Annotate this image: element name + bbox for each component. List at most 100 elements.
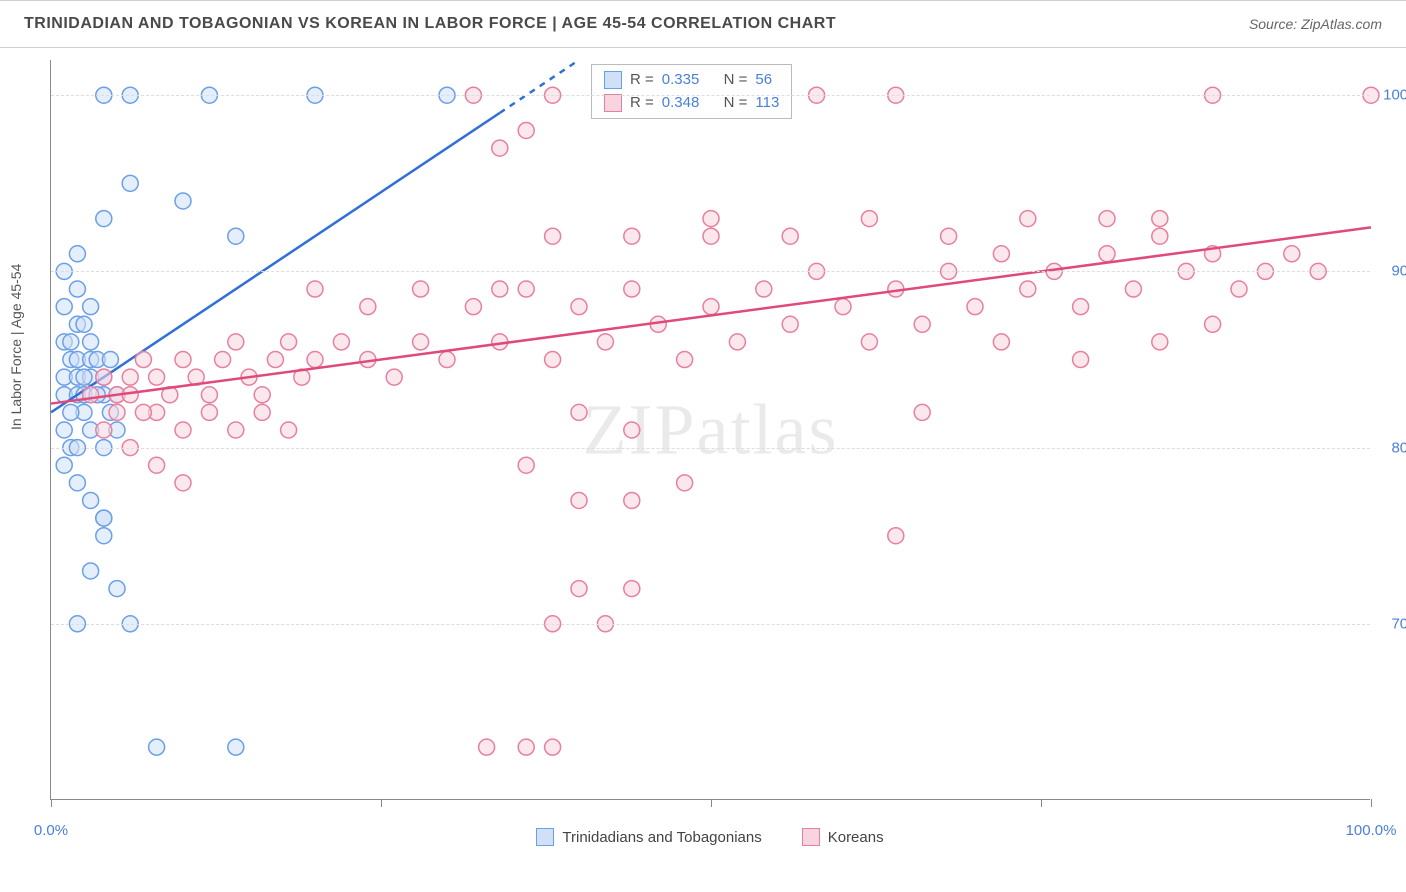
scatter-point <box>215 352 231 368</box>
scatter-point <box>1020 211 1036 227</box>
legend-item-1: Trinidadians and Tobagonians <box>536 828 761 846</box>
scatter-point <box>175 422 191 438</box>
source-label: Source: ZipAtlas.com <box>1249 16 1382 32</box>
scatter-point <box>96 211 112 227</box>
scatter-point <box>941 228 957 244</box>
legend-label-1: Trinidadians and Tobagonians <box>562 829 761 846</box>
scatter-point <box>571 404 587 420</box>
scatter-point <box>518 281 534 297</box>
scatter-point <box>1125 281 1141 297</box>
scatter-point <box>228 228 244 244</box>
scatter-point <box>465 299 481 315</box>
gridline-h <box>51 448 1370 449</box>
scatter-point <box>149 457 165 473</box>
scatter-point <box>333 334 349 350</box>
scatter-point <box>69 281 85 297</box>
scatter-point <box>281 422 297 438</box>
scatter-point <box>1152 228 1168 244</box>
scatter-point <box>63 334 79 350</box>
legend-item-2: Koreans <box>802 828 884 846</box>
scatter-point <box>267 352 283 368</box>
scatter-point <box>861 334 877 350</box>
scatter-point <box>545 739 561 755</box>
scatter-point <box>307 281 323 297</box>
scatter-point <box>1152 334 1168 350</box>
scatter-point <box>861 211 877 227</box>
scatter-point <box>102 352 118 368</box>
scatter-point <box>175 475 191 491</box>
n-label-1: N = <box>724 69 748 92</box>
legend-label-2: Koreans <box>828 829 884 846</box>
scatter-point <box>254 404 270 420</box>
y-tick-label: 100.0% <box>1383 87 1406 104</box>
scatter-point <box>1099 211 1115 227</box>
x-tick <box>381 799 382 807</box>
stats-swatch-1 <box>604 71 622 89</box>
bottom-legend: Trinidadians and Tobagonians Koreans <box>50 828 1370 846</box>
scatter-point <box>83 563 99 579</box>
scatter-point <box>175 352 191 368</box>
scatter-point <box>888 528 904 544</box>
scatter-point <box>1231 281 1247 297</box>
scatter-point <box>135 352 151 368</box>
scatter-point <box>76 316 92 332</box>
scatter-point <box>439 352 455 368</box>
scatter-point <box>228 422 244 438</box>
scatter-point <box>1099 246 1115 262</box>
gridline-h <box>51 624 1370 625</box>
scatter-point <box>122 175 138 191</box>
scatter-point <box>254 387 270 403</box>
scatter-point <box>782 228 798 244</box>
r-label-1: R = <box>630 69 654 92</box>
scatter-point <box>624 422 640 438</box>
scatter-point <box>1205 316 1221 332</box>
scatter-point <box>122 369 138 385</box>
scatter-point <box>109 404 125 420</box>
scatter-point <box>782 316 798 332</box>
scatter-point <box>76 369 92 385</box>
stats-swatch-2 <box>604 94 622 112</box>
scatter-point <box>1152 211 1168 227</box>
r-value-1: 0.335 <box>662 69 700 92</box>
scatter-point <box>83 387 99 403</box>
scatter-point <box>281 334 297 350</box>
scatter-point <box>83 492 99 508</box>
scatter-point <box>756 281 772 297</box>
scatter-point <box>63 404 79 420</box>
scatter-point <box>228 334 244 350</box>
scatter-point <box>492 140 508 156</box>
scatter-point <box>914 316 930 332</box>
scatter-point <box>96 528 112 544</box>
scatter-point <box>703 228 719 244</box>
scatter-point <box>83 299 99 315</box>
x-tick <box>1371 799 1372 807</box>
scatter-point <box>149 739 165 755</box>
legend-swatch-2 <box>802 828 820 846</box>
scatter-point <box>967 299 983 315</box>
y-axis-label: In Labor Force | Age 45-54 <box>8 264 24 430</box>
scatter-point <box>492 281 508 297</box>
scatter-point <box>413 281 429 297</box>
scatter-point <box>677 352 693 368</box>
scatter-point <box>729 334 745 350</box>
scatter-point <box>677 475 693 491</box>
legend-swatch-1 <box>536 828 554 846</box>
trend-line-dashed <box>500 60 579 113</box>
y-tick-label: 80.0% <box>1391 439 1406 456</box>
scatter-svg <box>51 60 1370 799</box>
x-tick <box>51 799 52 807</box>
scatter-point <box>175 193 191 209</box>
stats-box: R = 0.335 N = 56 R = 0.348 N = 113 <box>591 64 792 119</box>
scatter-point <box>413 334 429 350</box>
scatter-point <box>96 369 112 385</box>
scatter-point <box>545 228 561 244</box>
stats-row-1: R = 0.335 N = 56 <box>604 69 779 92</box>
scatter-point <box>624 281 640 297</box>
scatter-point <box>703 211 719 227</box>
scatter-point <box>518 122 534 138</box>
gridline-h <box>51 95 1370 96</box>
scatter-point <box>56 299 72 315</box>
scatter-point <box>149 369 165 385</box>
scatter-point <box>360 299 376 315</box>
trend-line <box>51 227 1371 403</box>
